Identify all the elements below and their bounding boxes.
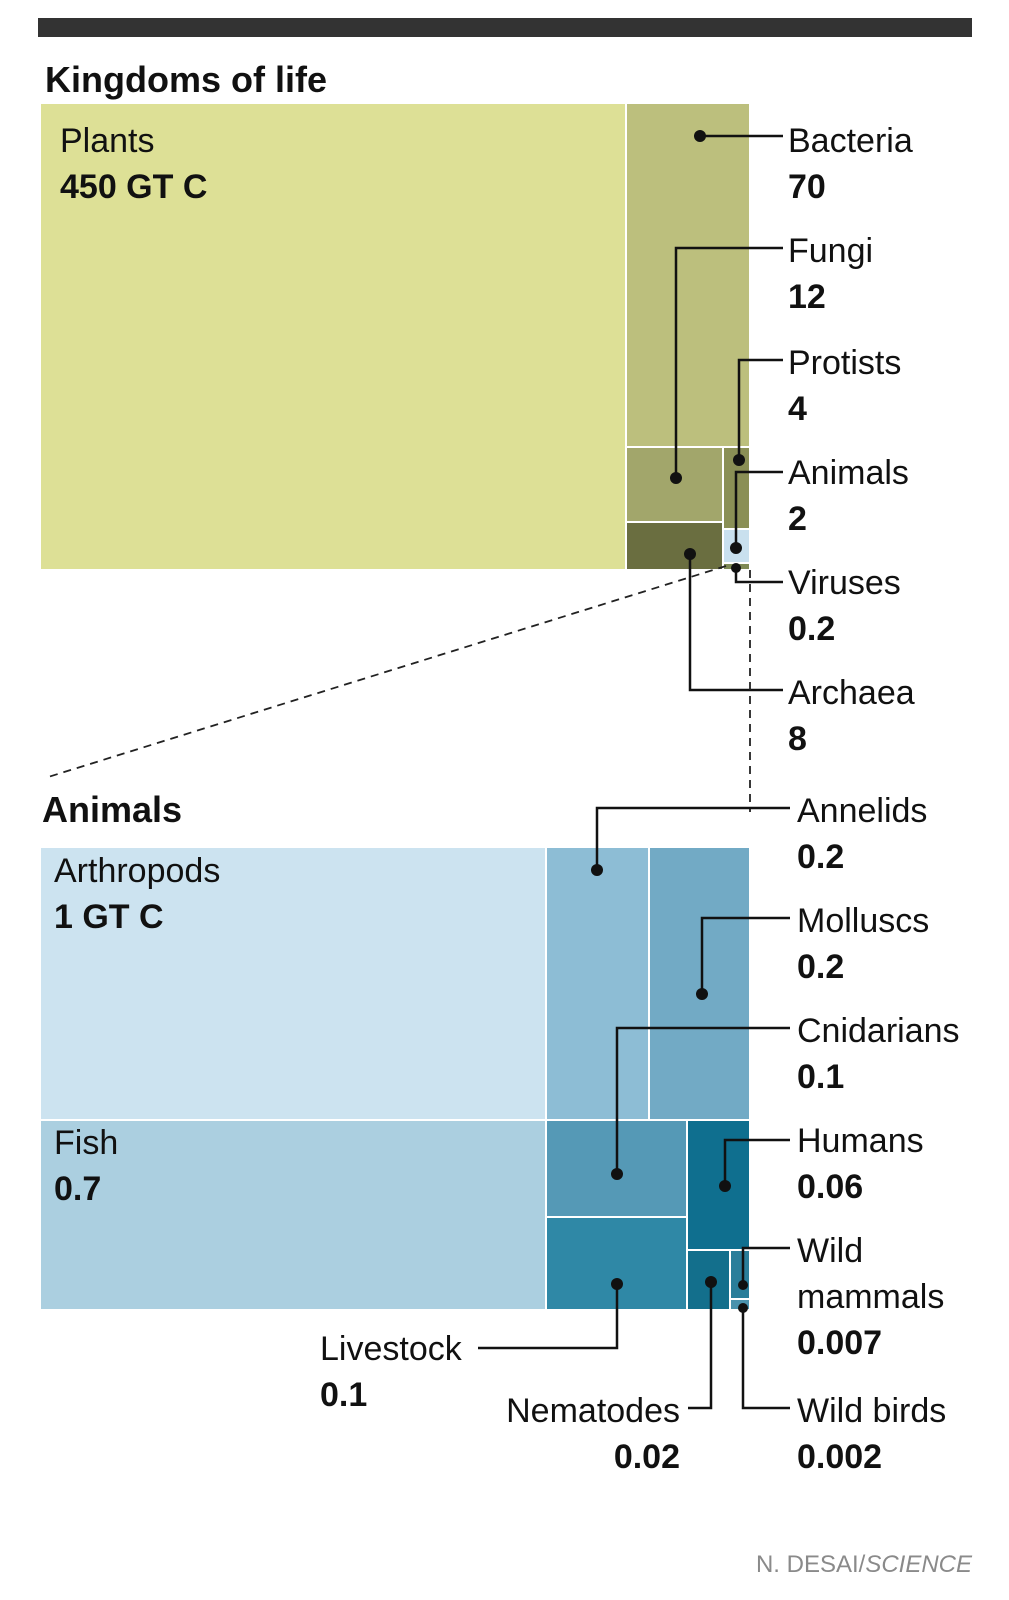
arthropods-value: 1 GT C [54, 898, 164, 936]
livestock-value: 0.1 [320, 1376, 367, 1414]
molluscs-value: 0.2 [797, 948, 844, 986]
bacteria-label: Bacteria [788, 122, 913, 160]
annelids-label: Annelids [797, 792, 927, 830]
marker-wild-birds [738, 1303, 748, 1313]
marker-animals [730, 542, 742, 554]
humans-label: Humans [797, 1122, 924, 1160]
top-rule [38, 18, 972, 37]
arthropods-label: Arthropods [54, 852, 220, 890]
wild-birds-label: Wild birds [797, 1392, 946, 1430]
livestock-label: Livestock [320, 1330, 463, 1368]
marker-cnidarians [611, 1168, 623, 1180]
protists-value: 4 [788, 390, 807, 428]
plants-label: Plants [60, 122, 155, 160]
cnidarians-label: Cnidarians [797, 1012, 960, 1050]
marker-humans [719, 1180, 731, 1192]
marker-annelids [591, 864, 603, 876]
credit-publication: SCIENCE [865, 1551, 973, 1578]
fungi-label: Fungi [788, 232, 873, 270]
marker-protists [733, 454, 745, 466]
marker-livestock [611, 1278, 623, 1290]
archaea-label: Archaea [788, 674, 915, 712]
animals-value: 2 [788, 500, 807, 538]
cell-annelids [546, 847, 649, 1120]
wild-mammals-value: 0.007 [797, 1324, 882, 1362]
animals-label: Animals [788, 454, 909, 492]
annelids-value: 0.2 [797, 838, 844, 876]
credit: N. DESAI/SCIENCE [756, 1551, 973, 1578]
protists-label: Protists [788, 344, 901, 382]
cell-archaea [626, 522, 723, 570]
cell-wild-mammals [730, 1250, 750, 1299]
cnidarians-value: 0.1 [797, 1058, 844, 1096]
marker-archaea [684, 548, 696, 560]
marker-bacteria [694, 130, 706, 142]
fish-value: 0.7 [54, 1170, 101, 1208]
wild-mammals-label-line2: mammals [797, 1278, 944, 1316]
credit-author: N. DESAI/ [756, 1551, 866, 1578]
bacteria-value: 70 [788, 168, 826, 206]
humans-value: 0.06 [797, 1168, 863, 1206]
cell-bacteria [626, 103, 750, 447]
wild-mammals-label-line1: Wild [797, 1232, 863, 1270]
cell-fungi [626, 447, 723, 522]
viruses-value: 0.2 [788, 610, 835, 648]
nematodes-value: 0.02 [614, 1438, 680, 1476]
fungi-value: 12 [788, 278, 826, 316]
zoom-connector-left [45, 566, 726, 778]
fish-label: Fish [54, 1124, 118, 1162]
marker-fungi [670, 472, 682, 484]
marker-wild-mammals [738, 1280, 748, 1290]
kingdoms-title: Kingdoms of life [45, 59, 327, 100]
plants-value: 450 GT C [60, 168, 207, 206]
marker-nematodes [705, 1276, 717, 1288]
marker-molluscs [696, 988, 708, 1000]
figure: Kingdoms of life Animals Plants 450 GT C… [0, 0, 1009, 1600]
nematodes-label: Nematodes [506, 1392, 680, 1430]
wild-birds-value: 0.002 [797, 1438, 882, 1476]
leader-wild-birds [743, 1308, 790, 1408]
marker-viruses [731, 563, 741, 573]
animals-title: Animals [42, 789, 182, 830]
archaea-value: 8 [788, 720, 807, 758]
viruses-label: Viruses [788, 564, 901, 602]
molluscs-label: Molluscs [797, 902, 929, 940]
cell-molluscs [649, 847, 750, 1120]
